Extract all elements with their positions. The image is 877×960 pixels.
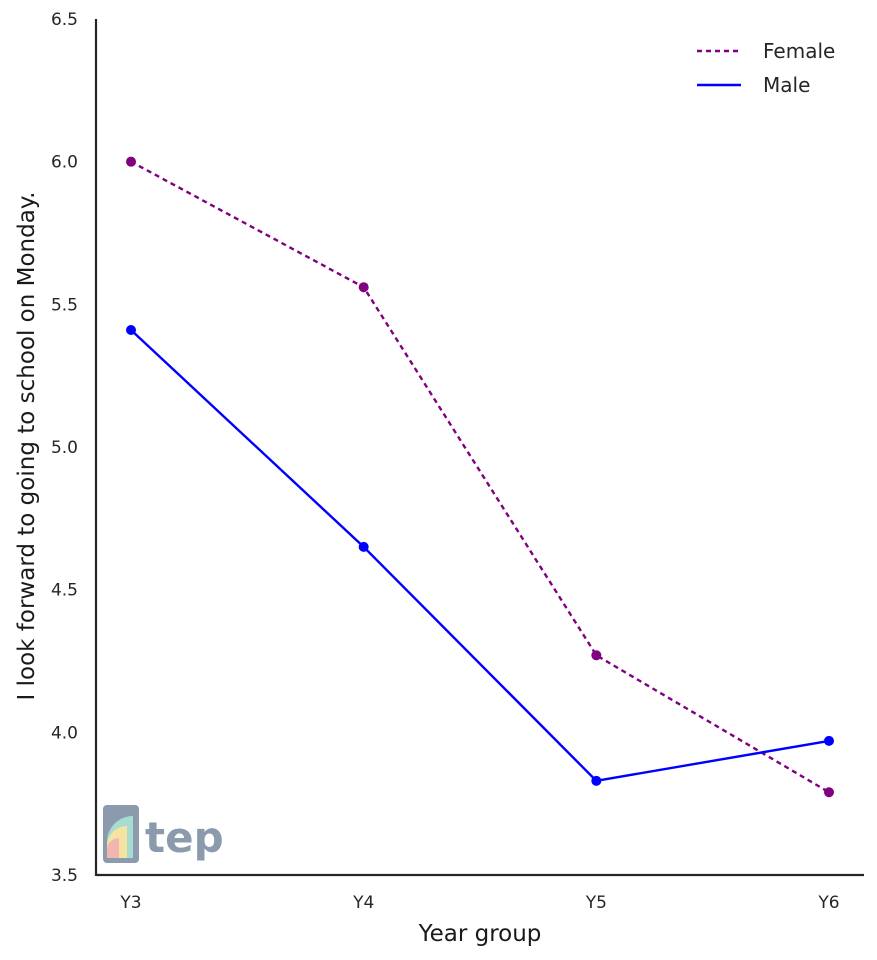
data-point-male <box>126 325 136 336</box>
series-line-female <box>130 160 830 794</box>
series-layer <box>126 156 834 798</box>
y-tick-label: 6.5 <box>51 10 78 30</box>
y-axis-title: I look forward to going to school on Mon… <box>14 192 40 701</box>
x-tick-label: Y4 <box>352 893 374 913</box>
x-tick-labels: Y3 Y4 Y5 Y6 <box>119 893 839 913</box>
data-point-male <box>358 541 369 552</box>
data-point-female <box>358 282 369 293</box>
data-point-female <box>591 650 602 661</box>
y-tick-label: 5.5 <box>51 295 78 315</box>
data-point-female <box>126 156 136 167</box>
rainbow-logo-icon <box>103 805 139 863</box>
y-tick-label: 3.5 <box>51 866 78 886</box>
x-tick-label: Y3 <box>119 893 141 913</box>
y-tick-label: 4.5 <box>51 581 78 601</box>
data-point-male <box>591 775 602 786</box>
legend: Female Male <box>697 39 835 97</box>
y-tick-labels: 3.5 4.0 4.5 5.0 5.5 6.0 6.5 <box>51 10 78 886</box>
data-point-male <box>824 735 834 746</box>
axes <box>94 19 864 877</box>
tep-logo-text: tep <box>145 813 224 862</box>
y-tick-label: 6.0 <box>51 153 78 173</box>
x-tick-label: Y6 <box>817 893 839 913</box>
legend-label-male: Male <box>763 73 810 97</box>
x-tick-label: Y5 <box>585 893 607 913</box>
x-axis-title: Year group <box>418 921 542 947</box>
y-tick-label: 4.0 <box>51 723 78 743</box>
y-tick-label: 5.0 <box>51 438 78 458</box>
legend-label-female: Female <box>763 39 835 63</box>
tep-logo: tep <box>103 805 224 863</box>
data-point-female <box>824 787 834 798</box>
series-line-male <box>130 329 830 783</box>
